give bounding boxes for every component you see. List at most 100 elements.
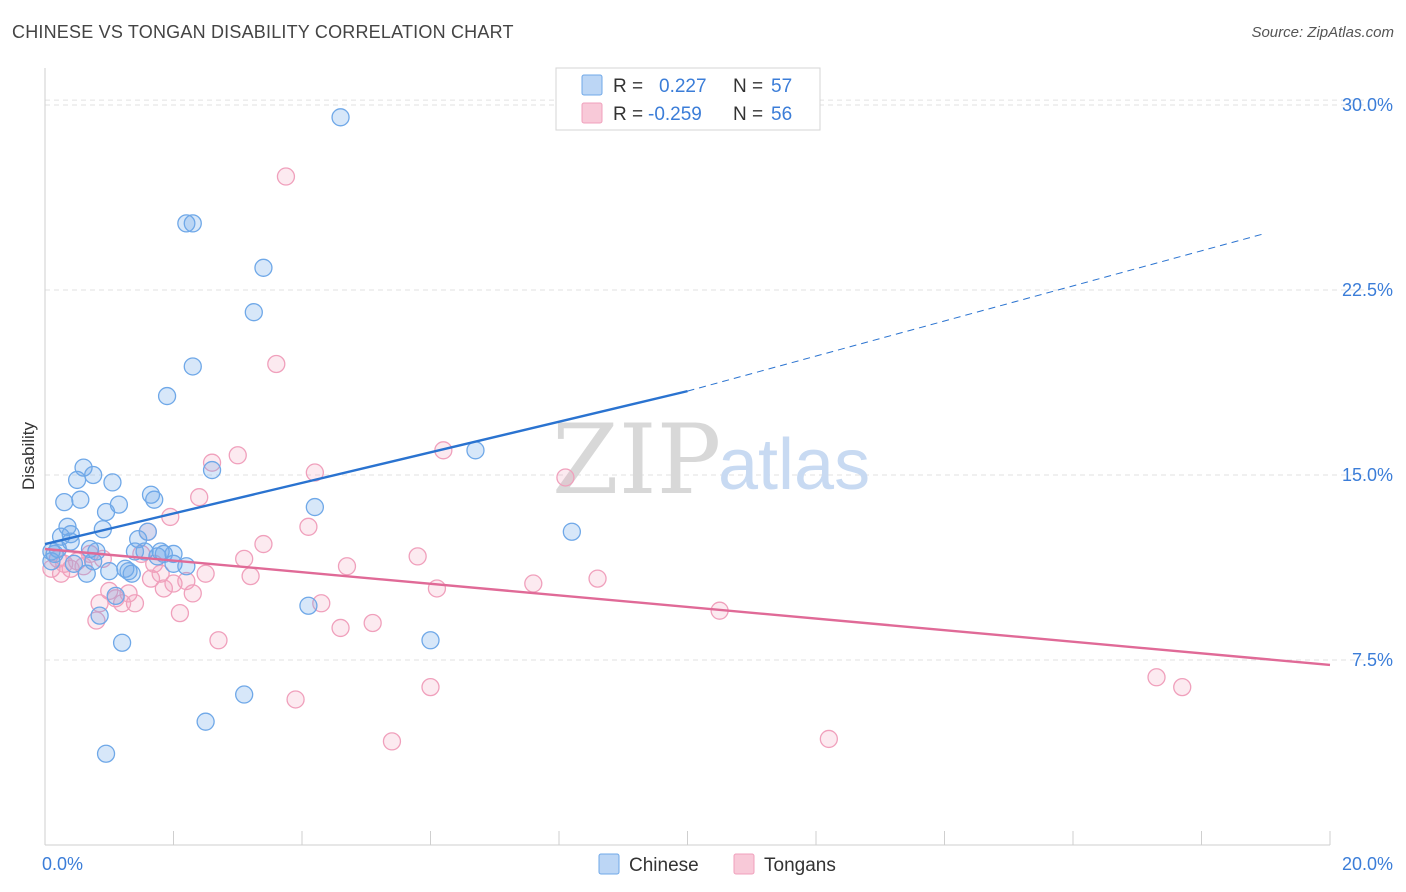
source-label: Source: ZipAtlas.com	[1251, 24, 1394, 41]
tongan-point	[141, 569, 161, 588]
legend-n-value-2: 56	[771, 104, 792, 125]
bottom-legend-swatch-tongan	[733, 853, 755, 875]
trend-lines	[44, 232, 1331, 667]
chinese-point	[299, 596, 318, 615]
chinese-points	[42, 108, 581, 763]
chinese-point	[183, 357, 202, 376]
chinese-point	[100, 562, 119, 581]
chart-title: CHINESE VS TONGAN DISABILITY CORRELATION…	[12, 22, 514, 42]
x-tick-labels: 0.0% 20.0%	[42, 854, 1393, 874]
tongan-point	[408, 547, 427, 566]
tongan-point	[556, 468, 575, 487]
chinese-point	[138, 522, 157, 541]
chinese-point	[183, 214, 202, 233]
chinese-point	[55, 492, 74, 512]
bottom-legend-swatch-chinese	[598, 853, 620, 875]
tongan-point	[1173, 677, 1192, 697]
tongan-point	[196, 564, 215, 583]
y-tick-label: 30.0%	[1342, 95, 1393, 115]
chinese-point	[331, 108, 350, 127]
y-tick-labels: 7.5% 15.0% 22.5% 30.0%	[1342, 95, 1393, 670]
legend-swatch-chinese	[581, 74, 603, 96]
tongan-point	[1147, 668, 1166, 687]
tongan-point	[427, 579, 447, 598]
tongan-point	[524, 574, 543, 593]
chinese-point	[119, 562, 138, 581]
chinese-point	[164, 544, 183, 564]
tongan-point	[190, 488, 209, 507]
tongan-point	[254, 534, 273, 554]
tongan-point	[382, 732, 402, 751]
legend-r-value-1: 0.227	[659, 76, 707, 97]
tongan-point	[588, 569, 607, 588]
axes	[44, 68, 1331, 846]
chinese-point	[87, 542, 106, 561]
bottom-legend: Chinese Tongans	[598, 853, 836, 876]
chinese-point	[141, 485, 161, 504]
y-tick-label: 22.5%	[1342, 280, 1393, 300]
legend-r-label-2: R =	[613, 104, 643, 125]
tongan-point	[819, 729, 838, 749]
tongan-point	[170, 603, 190, 623]
chinese-point	[466, 441, 485, 460]
tongan-point	[267, 354, 286, 374]
tongan-trend-line	[44, 547, 1331, 667]
bottom-legend-label-chinese: Chinese	[629, 855, 699, 876]
watermark-atlas: atlas	[718, 425, 870, 505]
tongan-point	[299, 517, 318, 536]
chinese-point	[96, 744, 116, 763]
tongan-point	[51, 564, 71, 583]
chinese-point	[145, 490, 164, 509]
tongan-point	[154, 579, 174, 598]
chinese-point	[157, 386, 177, 406]
tongan-point	[331, 618, 350, 638]
gridlines	[45, 99, 1370, 661]
chinese-point	[64, 554, 84, 573]
chinese-point	[202, 460, 222, 480]
chinese-trend-extension	[687, 232, 1266, 392]
chinese-point	[112, 633, 132, 652]
tongan-point	[112, 594, 132, 613]
chinese-point	[122, 564, 141, 583]
tongan-point	[202, 453, 222, 472]
y-tick-label: 7.5%	[1352, 650, 1393, 670]
tongan-point	[209, 631, 228, 650]
chinese-point	[421, 631, 440, 650]
bottom-legend-label-tongan: Tongans	[764, 855, 836, 876]
chinese-point	[106, 586, 125, 606]
top-legend: R = 0.227 N = 57 R = -0.259 N = 56	[555, 67, 821, 131]
chinese-point	[74, 458, 93, 477]
tongan-point	[151, 564, 170, 583]
chinese-point	[254, 258, 273, 277]
chinese-point	[562, 522, 581, 541]
chinese-point	[305, 497, 325, 517]
tongan-point	[276, 167, 296, 186]
tongan-point	[125, 594, 145, 613]
tongan-point	[228, 446, 247, 465]
tongan-point	[183, 584, 202, 603]
legend-n-label-2: N =	[733, 104, 763, 125]
chinese-point	[45, 544, 64, 564]
chinese-point	[90, 606, 109, 625]
chinese-point	[71, 490, 90, 509]
chinese-point	[84, 465, 103, 485]
chinese-point	[109, 495, 129, 514]
tongan-point	[87, 611, 106, 630]
chinese-point	[235, 685, 254, 704]
tongan-point	[241, 566, 260, 586]
y-axis-title: Disability	[19, 421, 38, 490]
legend-r-value-2: -0.259	[648, 104, 702, 125]
x-tick-label: 20.0%	[1342, 854, 1393, 874]
legend-n-label-1: N =	[733, 76, 763, 97]
tongan-point	[421, 677, 440, 697]
tongan-point	[337, 557, 357, 576]
tongan-point	[286, 690, 305, 709]
tongan-point	[363, 613, 382, 633]
watermark-zip: ZIP	[552, 404, 721, 516]
chinese-point	[103, 473, 122, 492]
legend-swatch-tongan	[581, 102, 603, 124]
legend-n-value-1: 57	[771, 76, 792, 97]
legend-r-label-1: R =	[613, 76, 643, 97]
chinese-point	[177, 214, 196, 233]
